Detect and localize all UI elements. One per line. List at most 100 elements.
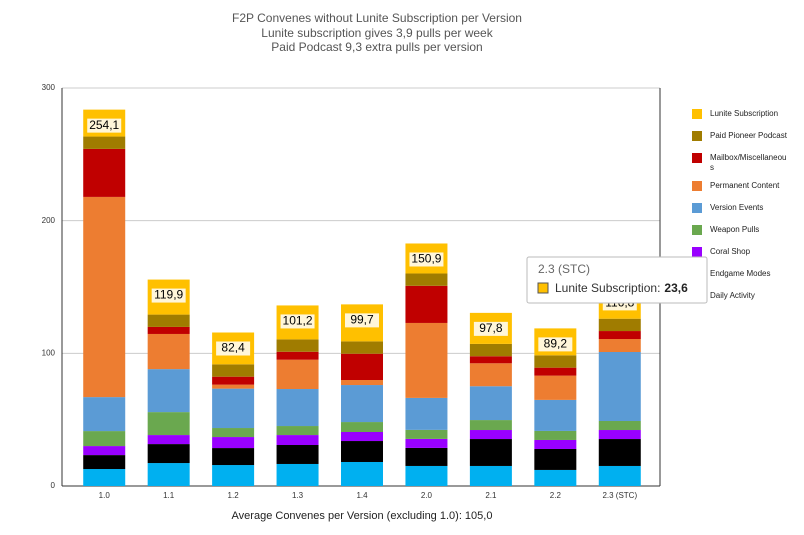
legend-label: Paid Pioneer Podcast xyxy=(710,131,788,140)
legend-swatch xyxy=(692,225,702,235)
bar-segment xyxy=(469,465,512,486)
bar-segment xyxy=(147,326,190,334)
x-tick-label: 2.1 xyxy=(485,491,497,500)
y-tick-label: 300 xyxy=(42,83,56,92)
bar-segment xyxy=(341,353,383,380)
bar-segment xyxy=(469,363,512,387)
legend-label: Daily Activity xyxy=(710,291,755,300)
bar-segment xyxy=(276,435,319,446)
y-tick-label: 200 xyxy=(42,216,56,225)
bar-segment xyxy=(83,148,126,197)
bar-segment xyxy=(276,426,319,436)
bar-segment xyxy=(534,399,577,431)
bar-segment xyxy=(276,339,319,352)
bar-segment xyxy=(341,341,383,354)
bar-segment xyxy=(341,385,383,423)
legend-line: s xyxy=(710,163,714,172)
x-tick-label: 1.1 xyxy=(163,491,175,500)
bar-segment xyxy=(83,455,126,470)
x-tick-label: 2.2 xyxy=(550,491,562,500)
bar-segment xyxy=(212,465,255,486)
bar-segment xyxy=(534,375,577,400)
total-label: 119,9 xyxy=(154,288,183,302)
bar-segment xyxy=(83,469,126,486)
legend-swatch xyxy=(692,181,702,191)
bar-segment xyxy=(405,285,448,323)
bar-segment xyxy=(276,351,319,360)
bar-segment xyxy=(469,430,512,440)
bar-segment xyxy=(469,343,512,357)
bar-segment xyxy=(534,448,577,470)
total-label: 150,9 xyxy=(411,252,441,266)
total-label: 89,2 xyxy=(544,337,568,351)
bar-segment xyxy=(405,322,448,398)
bar-segment xyxy=(83,196,126,398)
bar-segment xyxy=(598,352,641,421)
legend-label: Weapon Pulls xyxy=(710,225,759,234)
bar-segment xyxy=(276,359,319,390)
x-tick-label: 1.3 xyxy=(292,491,304,500)
bar-segment xyxy=(147,333,190,370)
total-label: 101,2 xyxy=(283,314,313,328)
total-label-bg xyxy=(473,321,508,336)
bar-segment xyxy=(405,447,448,466)
legend-line: Mailbox/Miscellaneou xyxy=(710,153,786,162)
total-label-bg xyxy=(409,252,444,267)
y-tick-label: 100 xyxy=(42,348,56,357)
bar-segment xyxy=(405,397,448,430)
bar-segment xyxy=(341,432,383,442)
total-label-bg xyxy=(151,288,186,303)
chart-title: F2P Convenes without Lunite Subscription… xyxy=(232,11,522,25)
bar-segment xyxy=(147,435,190,445)
bar-segment xyxy=(83,136,126,149)
bar-segment xyxy=(83,446,126,456)
x-tick-label: 1.0 xyxy=(99,491,111,500)
bar-segment xyxy=(534,430,577,440)
bar-segment xyxy=(534,367,577,376)
legend-label: Permanent Content xyxy=(710,181,780,190)
bar-segment xyxy=(469,420,512,431)
total-label-bg xyxy=(538,337,573,352)
legend-label: Lunite Subscription xyxy=(710,109,778,118)
total-label-bg xyxy=(345,313,379,328)
bar-segment xyxy=(212,437,255,449)
legend-swatch xyxy=(692,153,702,163)
tooltip-title: 2.3 (STC) xyxy=(538,262,590,276)
bar-segment xyxy=(147,463,190,486)
bar-segment xyxy=(598,439,641,466)
y-tick-label: 0 xyxy=(51,481,56,490)
bar-segment xyxy=(147,412,190,436)
tooltip-label: Lunite Subscription: xyxy=(555,281,660,295)
bar-segment xyxy=(598,339,641,353)
total-label: 82,4 xyxy=(221,341,245,355)
bar-segment xyxy=(469,356,512,364)
bar-segment xyxy=(598,331,641,340)
bar-segment xyxy=(534,469,577,486)
bar-segment xyxy=(83,431,126,447)
legend-swatch xyxy=(692,247,702,257)
bar-segment xyxy=(341,422,383,433)
bar-segment xyxy=(276,463,319,486)
bar-segment xyxy=(147,369,190,413)
bar-segment xyxy=(534,439,577,449)
total-label-bg xyxy=(87,118,122,133)
bar-segment xyxy=(212,376,255,385)
bar-segment xyxy=(212,364,255,377)
bar-segment xyxy=(212,448,255,466)
tooltip-swatch xyxy=(537,282,549,294)
legend-label: Coral Shop xyxy=(710,247,751,256)
legend-label: Mailbox/Miscellaneou s xyxy=(710,153,786,172)
legend-label: Version Events xyxy=(710,203,763,212)
bar-segment xyxy=(469,439,512,466)
total-label: 99,7 xyxy=(350,313,374,327)
bar-segment xyxy=(341,441,383,462)
chart-subtitle: Lunite subscription gives 3,9 pulls per … xyxy=(261,26,493,40)
bar-segment xyxy=(276,389,319,427)
bar-segment xyxy=(212,384,255,389)
bar-segment xyxy=(212,428,255,438)
bar-segment xyxy=(276,445,319,464)
total-label: 97,8 xyxy=(479,321,503,335)
x-axis-label: Average Convenes per Version (excluding … xyxy=(232,510,493,522)
bar-segment xyxy=(83,397,126,432)
bar-segment xyxy=(534,355,577,368)
